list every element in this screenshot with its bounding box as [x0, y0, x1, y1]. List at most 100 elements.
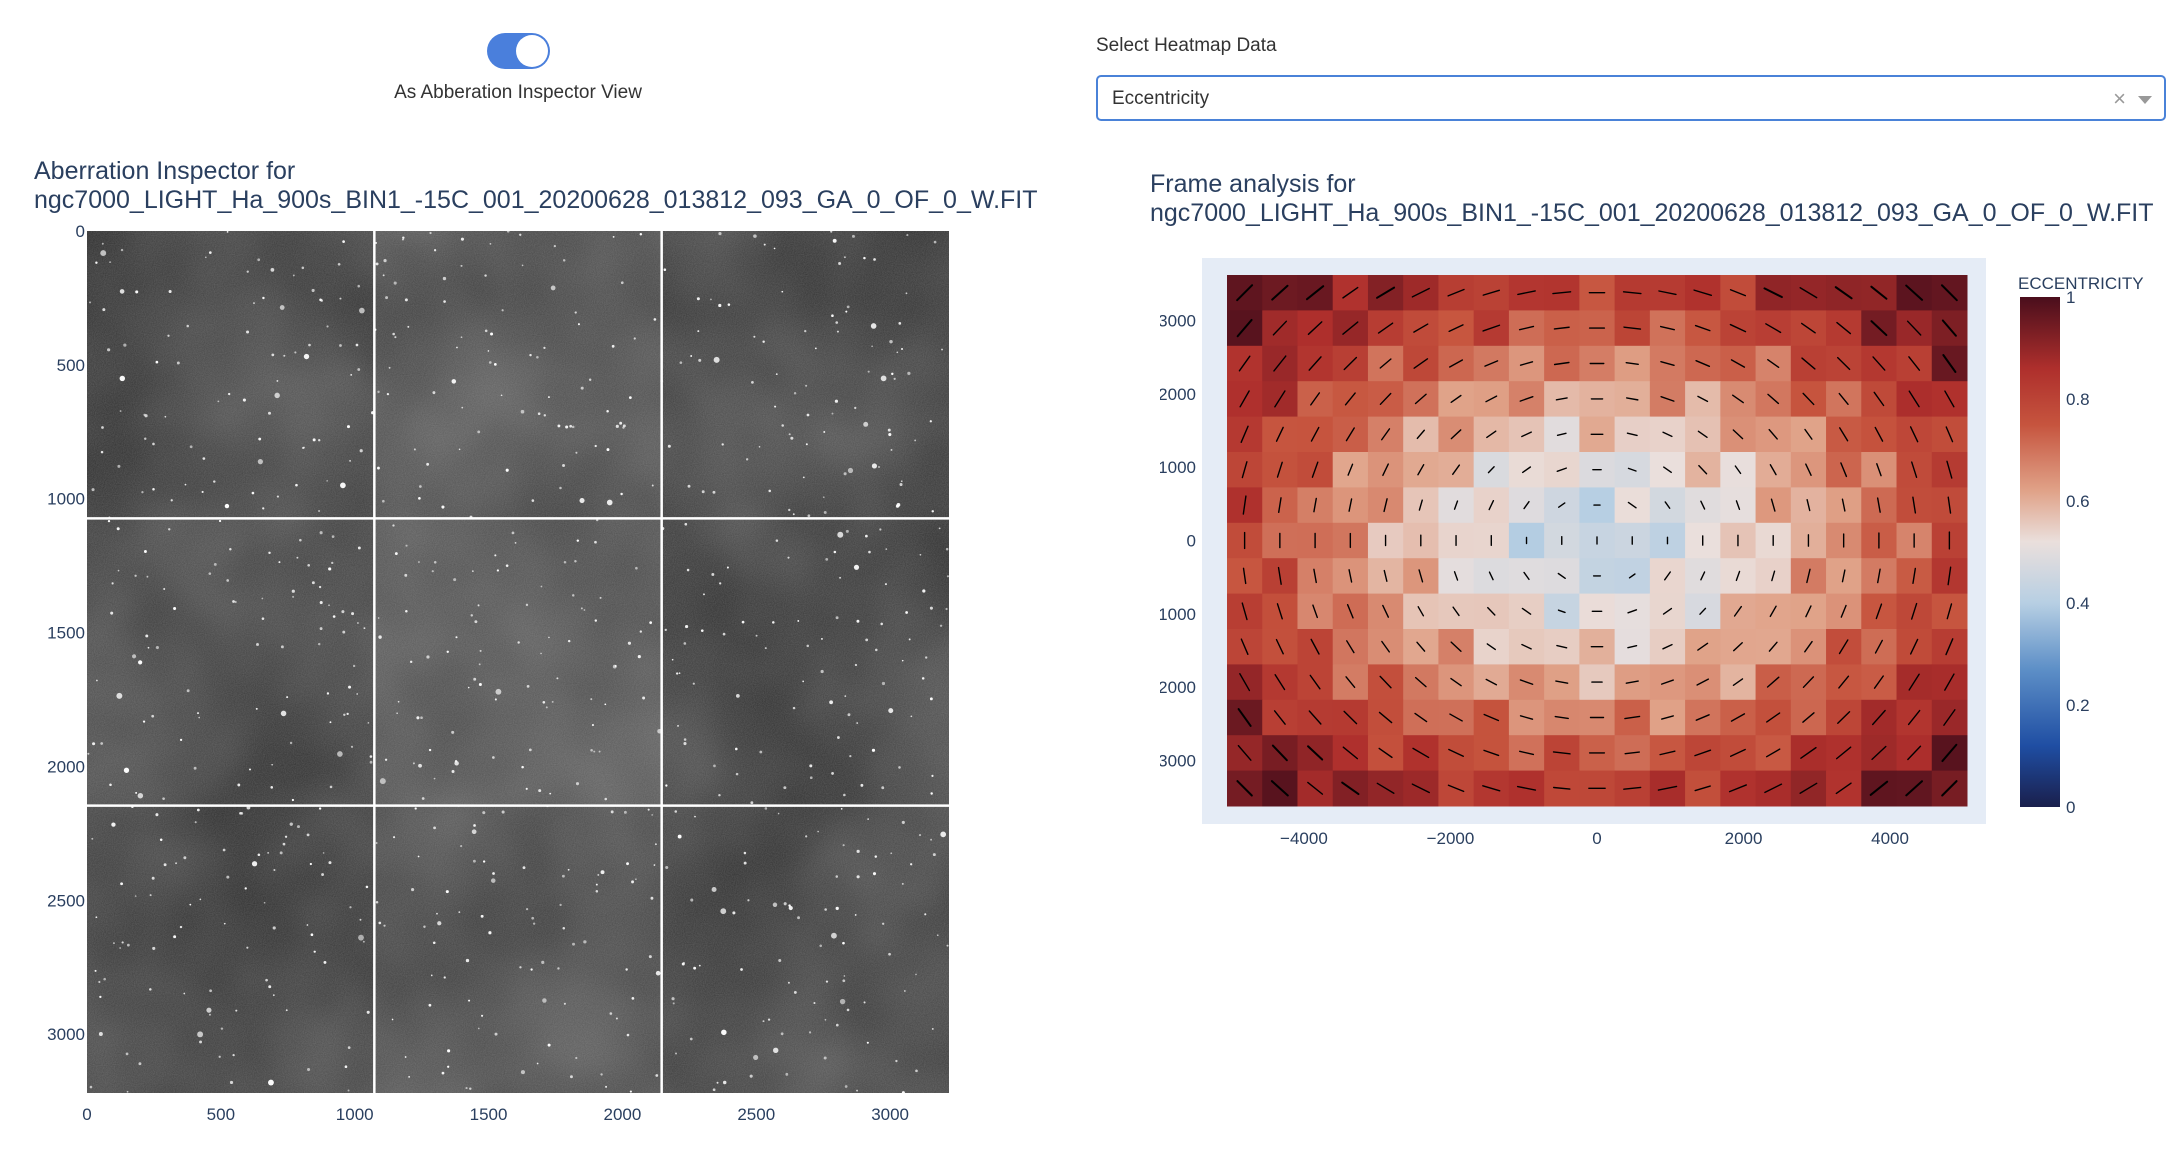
- star: [778, 959, 782, 963]
- aberration-vector: [1771, 570, 1776, 582]
- aberration-vector: [1943, 709, 1956, 726]
- star: [490, 332, 494, 336]
- aberration-vector: [1906, 320, 1922, 336]
- star: [478, 683, 482, 687]
- aberration-vector: [1801, 357, 1816, 370]
- star: [363, 627, 366, 630]
- star: [120, 882, 124, 886]
- star: [693, 966, 697, 970]
- star: [576, 539, 580, 542]
- colorbar-title: ECCENTRICITY: [2018, 274, 2144, 293]
- star: [835, 616, 839, 620]
- aberration-vector: [1728, 784, 1748, 793]
- aberration-vector: [1310, 392, 1321, 406]
- aberration-vector: [1488, 571, 1494, 581]
- star: [217, 400, 220, 403]
- star: [433, 249, 437, 252]
- x-tick-label: 1000: [336, 1105, 374, 1124]
- star: [856, 875, 860, 879]
- star: [447, 1049, 451, 1053]
- aberration-vector: [1378, 747, 1393, 759]
- star: [675, 1052, 677, 1055]
- star: [880, 622, 883, 626]
- star: [265, 978, 268, 982]
- star: [451, 769, 455, 774]
- star: [394, 552, 398, 555]
- star: [202, 457, 206, 460]
- inspector-tile: [87, 518, 375, 806]
- aberration-vector: [1694, 785, 1711, 792]
- heatmap-data-select[interactable]: Eccentricity ×: [1096, 75, 2166, 121]
- star: [775, 539, 779, 542]
- aberration-vector: [1278, 497, 1282, 514]
- aberration-vector: [1483, 749, 1500, 757]
- star: [637, 655, 641, 659]
- inspector-view-toggle[interactable]: [487, 33, 550, 69]
- star: [711, 887, 717, 893]
- star: [583, 609, 586, 611]
- y-tick-label: −2000: [1160, 678, 1196, 697]
- star: [620, 281, 624, 285]
- star: [162, 797, 165, 800]
- aberration-vector: [1274, 390, 1286, 408]
- star: [168, 528, 171, 531]
- star: [134, 574, 137, 577]
- star: [824, 1018, 827, 1021]
- star: [170, 499, 173, 502]
- star: [788, 508, 791, 512]
- star: [840, 808, 843, 810]
- chevron-down-icon[interactable]: [2138, 96, 2152, 104]
- inspector-tile: [87, 804, 375, 1093]
- close-icon[interactable]: ×: [2113, 86, 2126, 111]
- star: [272, 994, 275, 996]
- star: [890, 448, 893, 451]
- star: [718, 303, 722, 308]
- star: [132, 654, 137, 659]
- aberration-vector: [1276, 461, 1283, 478]
- aberration-vector: [1871, 745, 1887, 761]
- star: [856, 619, 860, 623]
- star: [179, 925, 183, 929]
- aberration-vector: [1733, 605, 1743, 617]
- star: [109, 261, 111, 264]
- star: [312, 438, 316, 442]
- star: [119, 375, 126, 382]
- star: [745, 458, 749, 461]
- aberration-vector: [1841, 498, 1846, 512]
- star: [358, 934, 364, 941]
- star: [91, 837, 94, 840]
- star: [433, 777, 436, 780]
- aberration-vector: [1313, 568, 1317, 584]
- frame-analysis-heatmap[interactable]: −4000 −2000 0 2000 4000 3000 2000 1000 0 −1000 −2…: [1160, 240, 2170, 860]
- star: [246, 330, 250, 334]
- star: [562, 926, 566, 930]
- star: [854, 406, 857, 410]
- x-tick-label: 3000: [871, 1105, 909, 1124]
- aberration-inspector-chart[interactable]: 0 500 1000 1500 2000 2500 3000 0 500 1000 1500 200…: [0, 0, 960, 1158]
- star: [871, 463, 878, 469]
- star: [940, 831, 947, 838]
- star: [740, 968, 743, 971]
- star: [319, 298, 322, 302]
- star: [681, 962, 685, 966]
- star: [382, 274, 385, 277]
- aberration-vector: [1663, 571, 1671, 581]
- tile-noise: [87, 231, 375, 519]
- star: [690, 898, 694, 902]
- star: [600, 870, 605, 875]
- aberration-vector: [1907, 709, 1921, 726]
- aberration-vector: [1556, 644, 1568, 649]
- star: [209, 989, 212, 993]
- aberration-vector: [1453, 571, 1459, 581]
- star: [89, 1085, 93, 1089]
- star: [257, 459, 263, 465]
- aberration-vector: [1945, 426, 1954, 443]
- x-tick-label: 4000: [1871, 829, 1909, 848]
- star: [201, 490, 204, 494]
- aberration-vector: [1552, 291, 1572, 295]
- star: [289, 822, 293, 826]
- aberration-vector: [1556, 467, 1567, 472]
- aberration-vector: [1271, 284, 1289, 301]
- star: [484, 274, 487, 277]
- aberration-vector: [1944, 390, 1955, 408]
